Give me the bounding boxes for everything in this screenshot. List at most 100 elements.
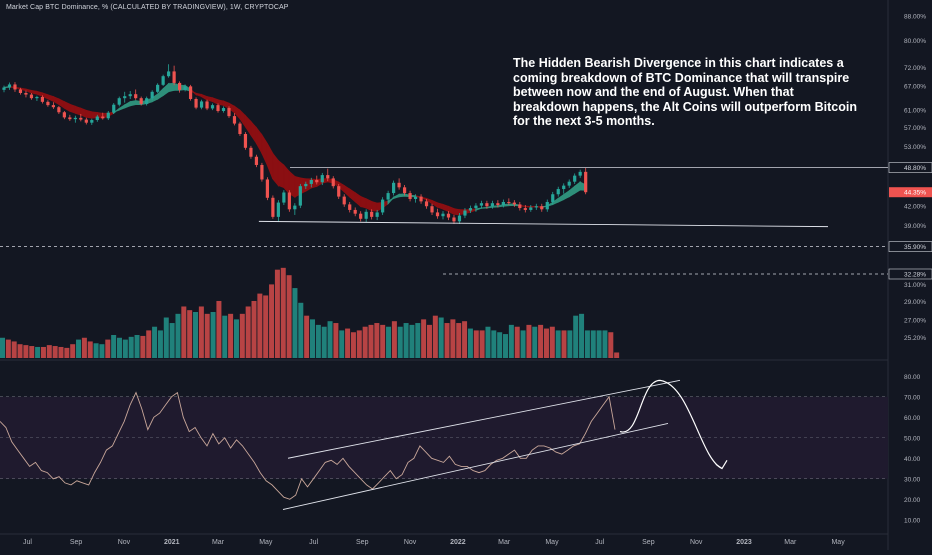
- candle-body: [74, 118, 77, 119]
- candle-body: [447, 214, 450, 218]
- volume-bar: [597, 330, 602, 358]
- candle-body: [321, 175, 324, 182]
- volume-bar: [363, 327, 368, 358]
- y-tick-label: 80.00%: [904, 38, 926, 45]
- volume-bar: [550, 327, 555, 358]
- volume-bar: [29, 346, 34, 358]
- x-tick-label: 2023: [736, 539, 752, 546]
- candle-body: [441, 214, 444, 217]
- volume-bar: [339, 330, 344, 358]
- candle-body: [183, 86, 186, 89]
- rsi-y-tick-label: 40.00: [904, 456, 921, 463]
- x-tick-label: Sep: [70, 539, 83, 546]
- volume-bar: [562, 330, 567, 358]
- candle-body: [112, 105, 115, 113]
- volume-bar: [240, 314, 245, 358]
- x-tick-label: Mar: [498, 539, 511, 546]
- volume-bar: [298, 303, 303, 358]
- candle-body: [299, 186, 302, 205]
- volume-bar: [485, 327, 490, 358]
- volume-bar: [70, 344, 75, 358]
- candle-body: [370, 212, 373, 217]
- x-tick-label: Nov: [404, 539, 417, 546]
- candle-body: [19, 89, 22, 93]
- ma-ribbon-segment: [31, 91, 36, 94]
- volume-bar: [497, 332, 502, 358]
- candle-body: [216, 105, 219, 111]
- volume-bar: [328, 321, 333, 358]
- candle-body: [151, 92, 154, 98]
- volume-bar: [398, 327, 403, 358]
- ma-ribbon-segment: [218, 100, 223, 105]
- volume-bar: [368, 325, 373, 358]
- candle-body: [211, 105, 214, 108]
- volume-bar: [170, 323, 175, 358]
- candle-body: [46, 102, 49, 105]
- volume-bar: [515, 327, 520, 358]
- annotation-text: The Hidden Bearish Divergence in this ch…: [513, 56, 858, 129]
- x-tick-label: May: [259, 539, 273, 546]
- ma-ribbon-segment: [81, 108, 86, 117]
- ma-ribbon-segment: [366, 199, 371, 210]
- volume-bar: [263, 295, 268, 358]
- volume-bar: [175, 314, 180, 358]
- candle-body: [162, 76, 165, 85]
- volume-bar: [556, 330, 561, 358]
- volume-bar: [193, 312, 198, 358]
- volume-bar: [269, 284, 274, 358]
- candle-body: [398, 183, 401, 188]
- y-tick-label: 27.00%: [904, 317, 926, 324]
- ma-ribbon-segment: [399, 194, 404, 197]
- candle-body: [425, 201, 428, 206]
- volume-bar: [12, 341, 17, 358]
- volume-bar: [135, 335, 140, 358]
- x-tick-label: Mar: [784, 539, 797, 546]
- candle-body: [200, 101, 203, 107]
- volume-bar: [462, 321, 467, 358]
- candle-body: [573, 176, 576, 182]
- candle-body: [540, 206, 543, 209]
- volume-bar: [222, 316, 227, 358]
- candle-body: [529, 207, 532, 209]
- volume-bar: [567, 330, 572, 358]
- volume-bar: [257, 294, 262, 358]
- candle-body: [310, 180, 313, 184]
- ma-ribbon-segment: [169, 84, 174, 92]
- volume-bar: [216, 301, 221, 358]
- candle-body: [293, 206, 296, 210]
- last-price-label: 44.35%: [904, 190, 926, 197]
- candle-body: [277, 203, 280, 217]
- volume-bar: [152, 327, 157, 358]
- volume-bar: [76, 340, 81, 358]
- volume-bar: [445, 323, 450, 358]
- y-tick-label: 29.00%: [904, 299, 926, 306]
- volume-bar: [88, 341, 93, 358]
- candle-body: [414, 197, 417, 199]
- candle-body: [546, 202, 549, 209]
- candle-body: [227, 108, 230, 116]
- volume-bar: [450, 319, 455, 358]
- x-tick-label: Jul: [595, 539, 604, 546]
- volume-bar: [421, 319, 426, 358]
- volume-bar: [105, 340, 110, 358]
- candle-body: [8, 84, 11, 87]
- volume-bar: [211, 312, 216, 358]
- volume-bar: [23, 345, 28, 358]
- volume-bar: [181, 306, 186, 358]
- volume-bar: [94, 343, 99, 358]
- candle-body: [249, 148, 252, 157]
- candle-body: [304, 184, 307, 186]
- candle-body: [337, 186, 340, 196]
- volume-bar: [292, 288, 297, 358]
- volume-bar: [386, 327, 391, 358]
- y-tick-label: 57.00%: [904, 125, 926, 132]
- volume-bar: [199, 306, 204, 358]
- candle-body: [469, 208, 472, 210]
- candle-body: [134, 94, 137, 98]
- candle-body: [178, 83, 181, 90]
- volume-bar: [35, 347, 40, 358]
- candle-body: [557, 189, 560, 194]
- candle-body: [167, 71, 170, 76]
- volume-bar: [521, 330, 526, 358]
- candle-body: [485, 203, 488, 206]
